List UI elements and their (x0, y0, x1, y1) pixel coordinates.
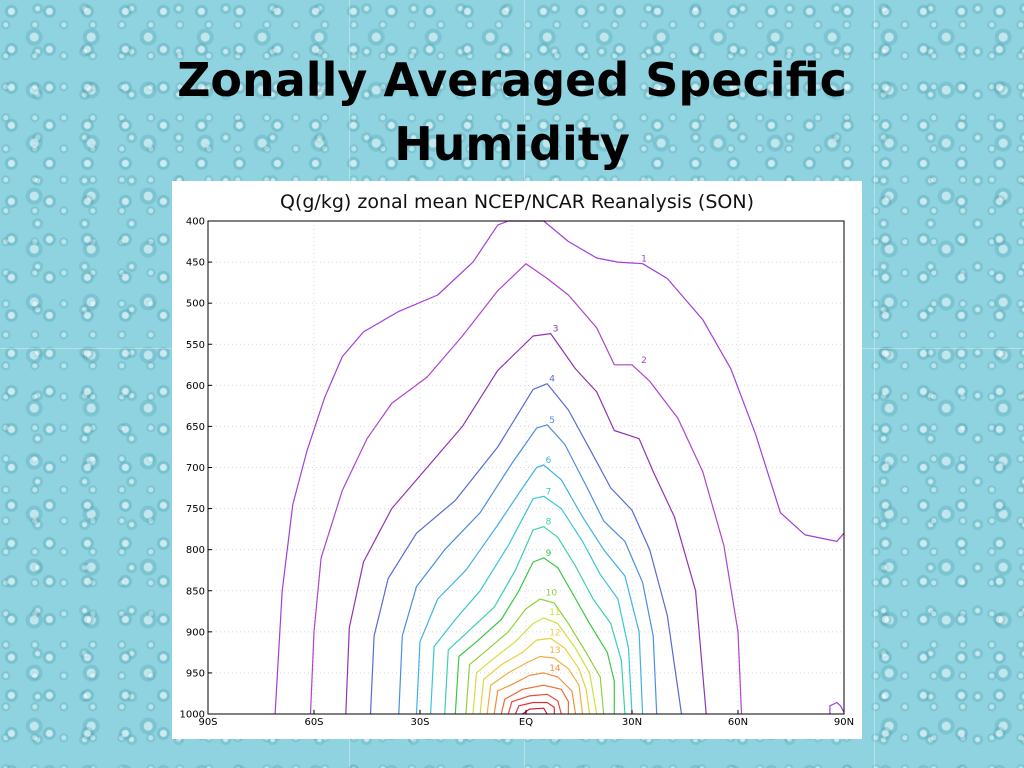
background-tile-seam (874, 0, 875, 768)
y-tick-label: 750 (186, 504, 205, 515)
contour-line-7 (430, 495, 633, 715)
contour-line-4 (369, 383, 683, 715)
contour-line-9 (454, 557, 615, 715)
contour-label: 10 (546, 588, 558, 598)
x-tick-label: 90S (198, 717, 217, 728)
contour-line-16 (507, 693, 562, 715)
contour-line-8 (444, 526, 626, 715)
y-tick-label: 600 (186, 381, 205, 392)
contour-label: 5 (549, 416, 555, 426)
contour-lines (274, 220, 845, 715)
x-tick-label: 30N (622, 717, 642, 728)
y-tick-label: 400 (186, 217, 205, 228)
slide-title: Zonally Averaged Specific Humidity (0, 48, 1024, 176)
contour-line-11 (472, 617, 598, 715)
contour-label: 12 (549, 629, 560, 639)
y-tick-label: 850 (186, 586, 205, 597)
y-tick-label: 500 (186, 299, 205, 310)
contour-line-3 (345, 333, 707, 715)
contour-label: 7 (546, 487, 552, 497)
y-tick-label: 700 (186, 463, 205, 474)
y-tick-label: 450 (186, 258, 205, 269)
chart-title: Q(g/kg) zonal mean NCEP/NCAR Reanalysis … (280, 191, 754, 213)
y-tick-label: 800 (186, 545, 205, 556)
contour-label: 2 (641, 356, 647, 366)
contour-label: 11 (549, 608, 560, 618)
contour-line-10 (465, 598, 605, 715)
y-tick-label: 650 (186, 422, 205, 433)
grid (207, 220, 845, 715)
contour-line-extra (829, 701, 845, 714)
contour-line-13 (486, 655, 584, 715)
contour-line-15 (500, 684, 569, 715)
contour-label: 1 (641, 255, 647, 265)
slide-title-line-2: Humidity (394, 117, 630, 171)
x-tick-label: 30S (410, 717, 429, 728)
x-tick-label: EQ (519, 717, 533, 728)
x-axis-ticks: 90S 60S 30S EQ 30N 60N 90N (198, 710, 854, 728)
contour-line-2 (309, 263, 743, 715)
contour-label: 4 (549, 375, 555, 385)
contour-label: 3 (553, 325, 559, 335)
x-tick-label: 60N (728, 717, 748, 728)
x-tick-label: 60S (304, 717, 323, 728)
y-tick-label: 1000 (180, 710, 205, 721)
y-tick-label: 550 (186, 340, 205, 351)
chart-panel: Q(g/kg) zonal mean NCEP/NCAR Reanalysis … (172, 181, 862, 739)
y-tick-label: 900 (186, 627, 205, 638)
contour-line-14 (493, 672, 577, 715)
x-tick-label: 90N (834, 717, 854, 728)
slide-title-line-1: Zonally Averaged Specific (177, 53, 847, 107)
y-axis-ticks: 400 450 500 550 600 650 700 750 800 850 900 950 1000 (180, 217, 212, 721)
contour-label: 6 (546, 456, 552, 466)
contour-line-12 (479, 637, 591, 715)
contour-line-6 (415, 464, 644, 715)
contour-chart: Q(g/kg) zonal mean NCEP/NCAR Reanalysis … (180, 191, 855, 728)
contour-label: 8 (546, 518, 552, 528)
contour-label: 14 (549, 664, 561, 674)
contour-line-17 (514, 701, 555, 715)
contour-line-5 (398, 424, 658, 715)
contour-label: 13 (549, 646, 560, 656)
contour-label: 9 (546, 549, 552, 559)
y-tick-label: 950 (186, 668, 205, 679)
